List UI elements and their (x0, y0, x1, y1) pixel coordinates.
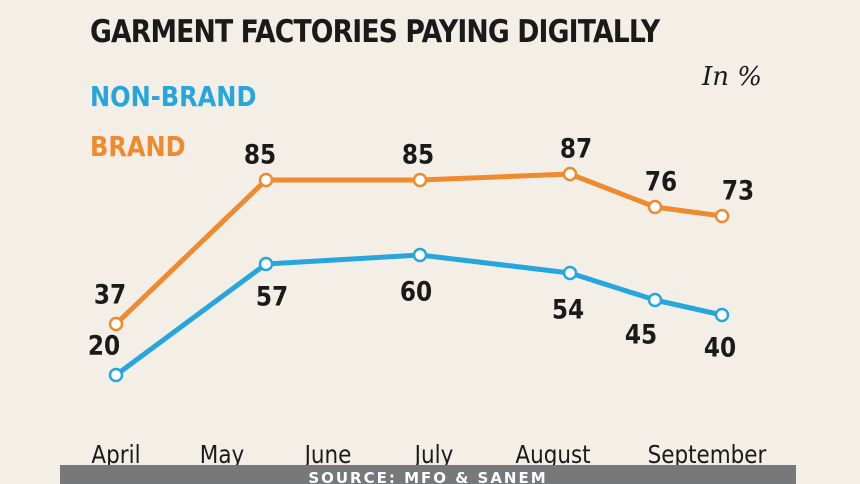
x-tick-label-september: September (648, 440, 767, 469)
data-label-brand-3: 87 (560, 133, 592, 164)
point-non-brand-5 (714, 307, 730, 323)
data-label-brand-5: 73 (722, 175, 754, 206)
point-non-brand-4 (647, 292, 663, 308)
data-label-non-brand-4: 45 (625, 319, 657, 350)
data-label-non-brand-5: 40 (704, 332, 736, 363)
data-label-brand-1: 85 (244, 139, 276, 170)
data-label-brand-0: 37 (94, 279, 126, 310)
point-non-brand-1 (258, 256, 274, 272)
data-label-non-brand-1: 57 (256, 281, 288, 312)
series-line-brand (113, 171, 725, 327)
point-brand-0 (108, 316, 124, 332)
x-tick-label-june: June (303, 440, 352, 469)
point-brand-1 (258, 172, 274, 188)
x-tick-label-april: April (91, 440, 140, 469)
data-label-non-brand-3: 54 (552, 294, 584, 325)
x-tick-label-may: May (200, 440, 245, 469)
unit-label: In % (702, 62, 762, 92)
point-brand-3 (562, 166, 578, 182)
source-bar: SOURCE: MFO & SANEM (60, 465, 796, 484)
point-brand-2 (412, 172, 428, 188)
point-non-brand-2 (412, 247, 428, 263)
series-line-non-brand (113, 252, 725, 378)
point-non-brand-3 (562, 265, 578, 281)
x-tick-label-august: August (515, 440, 590, 469)
point-brand-5 (714, 208, 730, 224)
legend-brand: BRAND (90, 130, 186, 163)
data-label-brand-4: 76 (645, 166, 677, 197)
data-label-brand-2: 85 (402, 139, 434, 170)
chart-title: GARMENT FACTORIES PAYING DIGITALLY (90, 14, 660, 50)
x-tick-label-july: July (413, 440, 454, 469)
source-text: SOURCE: MFO & SANEM (308, 469, 548, 484)
data-label-non-brand-2: 60 (400, 276, 432, 307)
legend-nonbrand: NON-BRAND (90, 80, 257, 113)
point-non-brand-0 (108, 367, 124, 383)
data-label-non-brand-0: 20 (88, 330, 120, 361)
point-brand-4 (647, 199, 663, 215)
